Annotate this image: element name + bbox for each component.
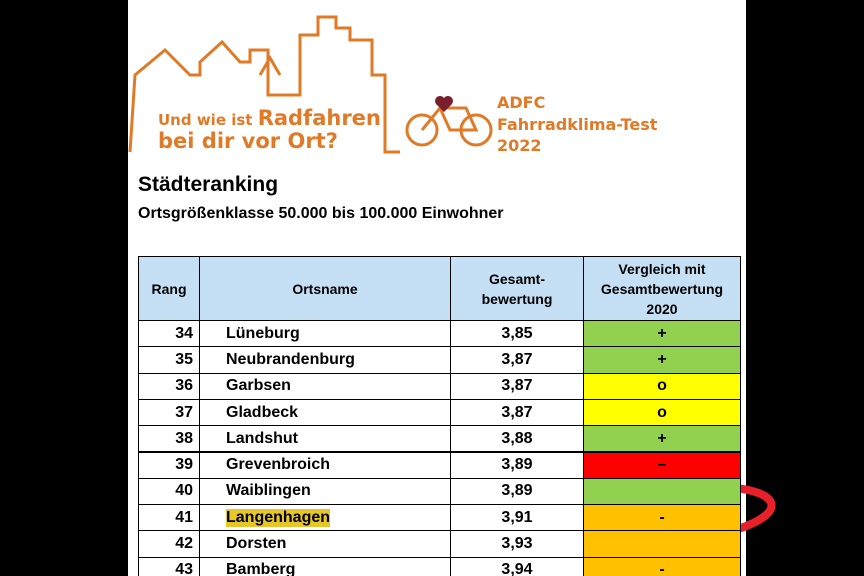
city-name: Langenhagen (226, 508, 331, 527)
name-cell: Neubrandenburg (199, 346, 451, 374)
score-cell: 3,87 (450, 346, 584, 374)
name-cell: Dorsten (199, 530, 451, 558)
rank-cell: 34 (138, 320, 200, 348)
header-cell: Vergleich mit Gesamtbewertung 2020 (583, 256, 741, 321)
name-cell: Grevenbroich (199, 451, 451, 479)
rank-cell: 36 (138, 372, 200, 400)
rank: 34 (175, 324, 193, 342)
comparison-cell (583, 530, 741, 558)
city-name: Neubrandenburg (226, 350, 355, 368)
rank-cell: 42 (138, 530, 200, 558)
rank-cell: 40 (138, 477, 200, 506)
rank-cell: 35 (138, 346, 200, 374)
column-header: Vergleich mit Gesamtbewertung 2020 (600, 260, 724, 317)
subtitle: Ortsgrößenklasse 50.000 bis 100.000 Einw… (138, 205, 504, 222)
score-cell: 3,93 (450, 530, 584, 558)
score: 3,93 (501, 535, 533, 553)
header-cell: Ortsname (199, 256, 451, 321)
rank: 39 (175, 456, 193, 474)
name-cell: Landshut (199, 425, 451, 453)
title: Städteranking (138, 173, 279, 196)
rank: 38 (175, 429, 193, 447)
score: 3,85 (501, 324, 533, 342)
comparison: + (657, 350, 667, 368)
rank: 35 (175, 350, 193, 368)
city-name: Lüneburg (226, 324, 300, 342)
score-cell: 3,87 (450, 398, 584, 427)
city-name: Waiblingen (226, 482, 311, 500)
comparison-cell: o (583, 398, 741, 427)
score: 3,87 (501, 377, 533, 395)
score: 3,91 (501, 508, 533, 526)
comparison-cell: + (583, 346, 741, 374)
score: 3,87 (501, 350, 533, 368)
score-cell: 3,89 (450, 451, 584, 479)
rank: 41 (175, 508, 193, 526)
header-cell: Rang (138, 256, 200, 321)
score-cell: 3,94 (450, 556, 584, 576)
comparison-cell: + (583, 320, 741, 348)
slogan: Und wie ist Radfahren (158, 106, 381, 130)
score: 3,87 (501, 403, 533, 421)
comparison: + (657, 429, 667, 447)
comparison: o (657, 403, 667, 421)
brand: Fahrradklima-Test (497, 115, 658, 134)
name-cell: Garbsen (199, 372, 451, 400)
score: 3,88 (501, 429, 533, 447)
city-name: Landshut (226, 429, 298, 447)
column-header: Rang (151, 280, 187, 297)
brand: 2022 (497, 136, 542, 155)
comparison-cell (583, 477, 741, 506)
slogan-line2: bei dir vor Ort? (158, 129, 338, 153)
name-cell: Waiblingen (199, 477, 451, 506)
name-cell: Gladbeck (199, 398, 451, 427)
rank-cell: 37 (138, 398, 200, 427)
name-cell: Bamberg (199, 556, 451, 576)
comparison: - (659, 561, 665, 576)
city-name: Bamberg (226, 561, 296, 576)
slogan-lead: Und wie ist (158, 111, 253, 129)
rank: 43 (175, 561, 193, 576)
city-name: Dorsten (226, 535, 287, 553)
comparison-cell: - (583, 556, 741, 576)
column-header: Ortsname (292, 280, 358, 297)
city-name: Garbsen (226, 377, 291, 395)
score-cell: 3,85 (450, 320, 584, 348)
comparison: + (657, 324, 667, 342)
city-name: Grevenbroich (226, 456, 331, 474)
rank: 36 (175, 377, 193, 395)
comparison-cell: o (583, 372, 741, 400)
score-cell: 3,88 (450, 425, 584, 453)
score-cell: 3,89 (450, 477, 584, 506)
rank-cell: 39 (138, 451, 200, 479)
score: 3,89 (501, 482, 533, 500)
slogan-bold: Radfahren (257, 106, 381, 130)
brand: ADFC (497, 93, 546, 112)
comparison: – (657, 456, 667, 474)
rank-cell: 43 (138, 556, 200, 576)
rank: 37 (175, 403, 193, 421)
rank: 40 (175, 482, 193, 500)
score-cell: 3,91 (450, 504, 584, 532)
header-cell: Gesamt- bewertung (450, 256, 584, 321)
rank-cell: 38 (138, 425, 200, 453)
comparison: o (657, 377, 667, 395)
score-cell: 3,87 (450, 372, 584, 400)
column-header: Gesamt- bewertung (481, 270, 553, 307)
comparison-cell: - (583, 504, 741, 532)
city-name: Gladbeck (226, 403, 299, 421)
comparison: - (659, 508, 665, 526)
rank: 42 (175, 535, 193, 553)
name-cell: Lüneburg (199, 320, 451, 348)
score: 3,89 (501, 456, 533, 474)
comparison-cell: + (583, 425, 741, 453)
name-cell: Langenhagen (199, 504, 451, 532)
score: 3,94 (501, 561, 533, 576)
rank-cell: 41 (138, 504, 200, 532)
comparison-cell: – (583, 451, 741, 479)
